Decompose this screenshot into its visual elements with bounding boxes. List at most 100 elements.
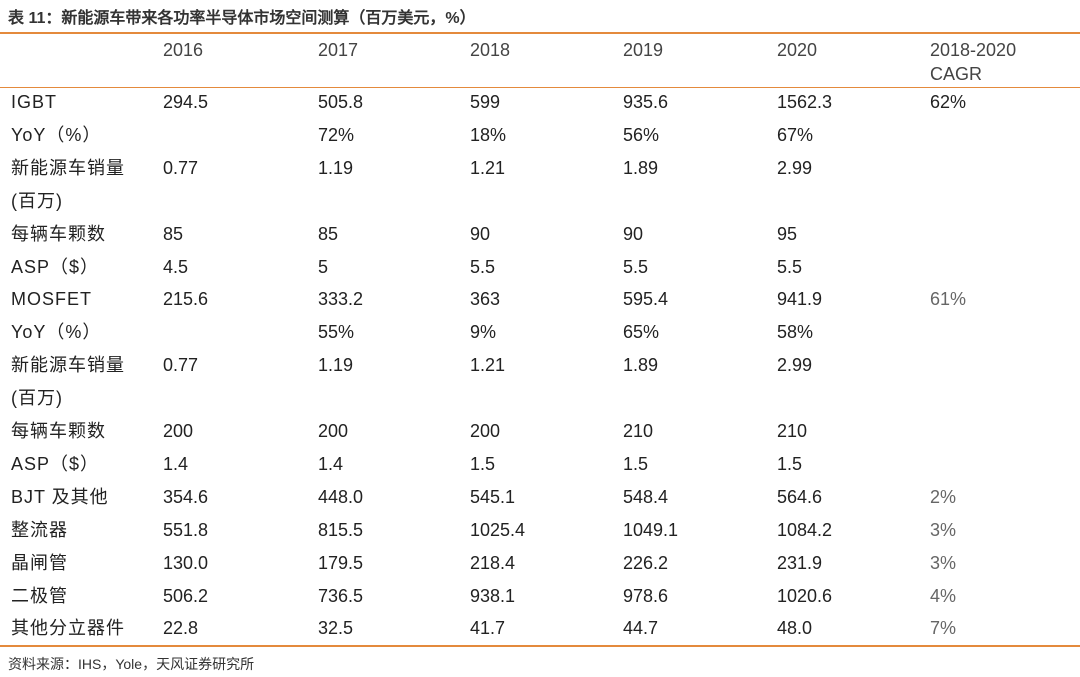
table-row: 二极管 506.2 736.5 938.1 978.6 1020.6 4% [0,580,1080,613]
value-cell: 5.5 [470,256,496,277]
table-row: BJT 及其他 354.6 448.0 545.1 548.4 564.6 2% [0,481,1080,514]
header-2019: 2019 [623,40,664,60]
value-cell: 226.2 [623,552,669,573]
value-cell: 1049.1 [623,519,679,540]
table-row: YoY（%） 55% 9% 65% 58% [0,316,1080,349]
value-cell: 333.2 [318,289,364,310]
bottom-rule [0,645,1080,647]
value-cell: 179.5 [318,552,364,573]
top-rule [0,32,1080,34]
value-cell: 506.2 [163,585,209,606]
value-cell: 551.8 [163,519,209,540]
table-row: 每辆车颗数 200 200 200 210 210 [0,415,1080,448]
value-cell: 1.21 [470,355,506,376]
value-cell: 1.89 [623,355,659,376]
value-cell: 48.0 [777,618,813,639]
value-cell: 130.0 [163,552,209,573]
row-label: BJT 及其他 [11,486,109,507]
value-cell: 815.5 [318,519,364,540]
row-label: (百万) [11,388,63,409]
row-label: 每辆车颗数 [11,223,106,244]
table-row: 每辆车颗数 85 85 90 90 95 [0,218,1080,251]
value-cell: 55% [318,322,355,343]
table-row: MOSFET 215.6 333.2 363 595.4 941.9 61% [0,283,1080,316]
row-label: (百万) [11,190,63,211]
value-cell: 44.7 [623,618,659,639]
header-cagr-label: CAGR [930,64,983,84]
table-row: ASP（$） 4.5 5 5.5 5.5 5.5 [0,251,1080,284]
value-cell: 210 [623,421,654,441]
value-cell: 85 [163,223,184,244]
row-label: MOSFET [11,289,92,310]
value-cell: 200 [318,421,349,441]
value-cell: 548.4 [623,486,669,507]
row-label: YoY（%） [11,124,102,145]
value-cell: 448.0 [318,486,364,507]
value-cell: 32.5 [318,618,354,639]
header-2017: 2017 [318,40,359,60]
value-cell: 941.9 [777,289,823,310]
value-cell: 1.5 [623,453,649,474]
value-cell: 95 [777,223,798,244]
value-cell: 1.89 [623,157,659,178]
value-cell: 1.5 [777,453,803,474]
cagr-cell: 61% [930,289,967,310]
value-cell: 294.5 [163,92,209,112]
table-row: 新能源车销量 0.77 1.19 1.21 1.89 2.99 [0,349,1080,382]
value-cell: 85 [318,223,339,244]
value-cell: 72% [318,124,355,145]
value-cell: 9% [470,322,497,343]
value-cell: 18% [470,124,507,145]
value-cell: 505.8 [318,92,364,112]
table-row: ASP（$） 1.4 1.4 1.5 1.5 1.5 [0,448,1080,481]
table-row: 整流器 551.8 815.5 1025.4 1049.1 1084.2 3% [0,514,1080,547]
value-cell: 978.6 [623,585,669,606]
value-cell: 215.6 [163,289,209,310]
value-cell: 65% [623,322,660,343]
table-title: 表 11：新能源车带来各功率半导体市场空间测算（百万美元，%） [8,10,476,27]
value-cell: 564.6 [777,486,823,507]
value-cell: 935.6 [623,92,669,112]
row-label: ASP（$） [11,453,100,474]
header-2018: 2018 [470,40,511,60]
table-row: 新能源车销量 0.77 1.19 1.21 1.89 2.99 [0,152,1080,185]
value-cell: 1.5 [470,453,496,474]
table-row: IGBT 294.5 505.8 599 935.6 1562.3 62% [0,86,1080,119]
cagr-cell: 4% [930,585,957,606]
table-row: 其他分立器件 22.8 32.5 41.7 44.7 48.0 7% [0,612,1080,645]
row-label: 每辆车颗数 [11,421,106,441]
source-note: 资料来源：IHS，Yole，天风证券研究所 [8,656,255,672]
value-cell: 218.4 [470,552,516,573]
value-cell: 90 [470,223,491,244]
value-cell: 363 [470,289,501,310]
value-cell: 5 [318,256,329,277]
value-cell: 200 [163,421,194,441]
value-cell: 1084.2 [777,519,833,540]
header-cagr: 2018-2020 CAGR [930,38,1016,86]
value-cell: 58% [777,322,814,343]
cagr-cell: 62% [930,92,967,112]
value-cell: 5.5 [623,256,649,277]
value-cell: 938.1 [470,585,516,606]
value-cell: 595.4 [623,289,669,310]
value-cell: 1020.6 [777,585,833,606]
value-cell: 22.8 [163,618,199,639]
row-label: IGBT [11,92,58,112]
value-cell: 1562.3 [777,92,833,112]
table-row: YoY（%） 72% 18% 56% 67% [0,119,1080,152]
table-row: (百万) [0,382,1080,415]
row-label: 新能源车销量 [11,355,125,376]
value-cell: 5.5 [777,256,803,277]
value-cell: 354.6 [163,486,209,507]
value-cell: 0.77 [163,355,199,376]
value-cell: 231.9 [777,552,823,573]
table-row: 晶闸管 130.0 179.5 218.4 226.2 231.9 3% [0,547,1080,580]
row-label: 其他分立器件 [11,618,125,639]
value-cell: 1.19 [318,355,354,376]
cagr-cell: 3% [930,552,957,573]
row-label: 二极管 [11,585,68,606]
value-cell: 41.7 [470,618,506,639]
row-label: ASP（$） [11,256,100,277]
value-cell: 599 [470,92,501,112]
header-rule [0,87,1080,88]
